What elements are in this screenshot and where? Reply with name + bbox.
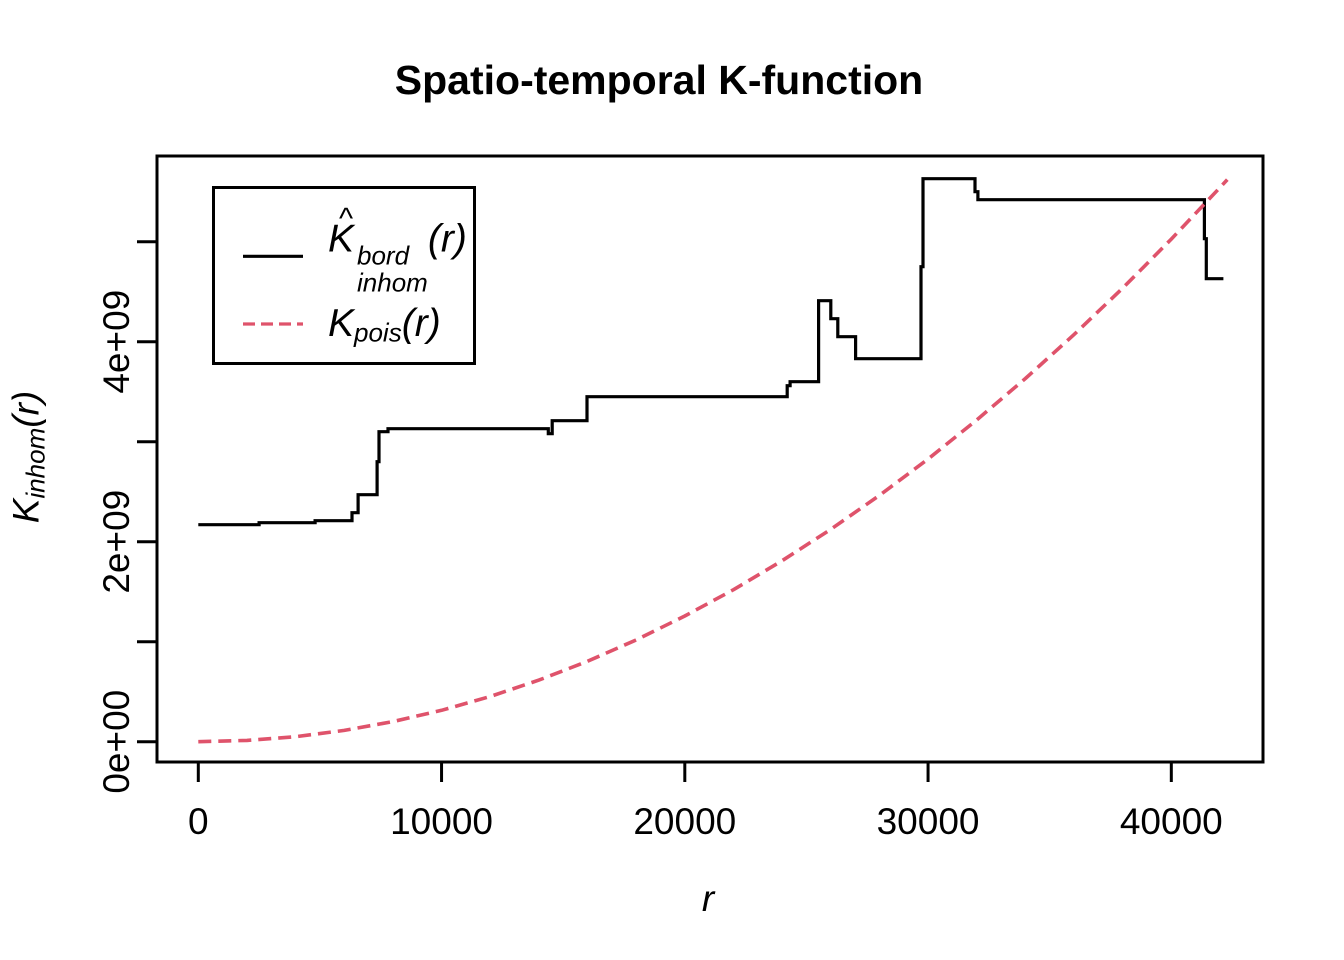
y-axis-label-sub: inhom	[20, 427, 51, 499]
legend-line-solid-sample	[243, 254, 303, 258]
khat-sup: bord	[357, 240, 410, 271]
x-axis-label: r	[701, 878, 715, 919]
y-axis-label-base: K	[5, 498, 47, 524]
x-tick-label: 40000	[1120, 801, 1223, 842]
khat-base: K ^	[328, 202, 355, 261]
hat-accent: ^	[339, 202, 354, 236]
khat-tail: (r)	[427, 217, 467, 261]
x-tick-label: 0	[188, 801, 209, 842]
plot-title: Spatio-temporal K-function	[394, 57, 924, 103]
kpois-sub: pois	[354, 317, 402, 348]
plot-box	[155, 154, 1265, 764]
legend-label-khat: K ^ bord inhom (r)	[328, 202, 467, 297]
legend-label-kpois: Kpois(r)	[328, 302, 441, 346]
x-tick-label: 10000	[390, 801, 493, 842]
k-pois-theoretical-curve	[198, 178, 1229, 744]
kpois-tail: (r)	[401, 302, 441, 345]
y-tick-label: 4e+09	[96, 290, 137, 394]
legend-line-dashed-sample	[243, 322, 303, 326]
legend-item-khat: K ^ bord inhom (r)	[242, 202, 467, 297]
x-tick-label: 30000	[877, 801, 980, 842]
k-inhom-estimate-curve	[198, 177, 1224, 527]
x-tick-label: 20000	[633, 801, 736, 842]
khat-scripts: bord inhom	[357, 240, 428, 297]
y-tick-label: 0e+00	[96, 690, 137, 794]
khat-sub: inhom	[357, 267, 428, 297]
y-axis-label: Kinhom(r)	[5, 390, 51, 524]
y-axis-label-tail: (r)	[5, 390, 47, 428]
legend-item-kpois: Kpois(r)	[242, 302, 441, 346]
kpois-base: K	[328, 302, 355, 345]
y-tick-label: 2e+09	[96, 490, 137, 594]
legend: K ^ bord inhom (r) Kpois(r)	[212, 186, 476, 365]
